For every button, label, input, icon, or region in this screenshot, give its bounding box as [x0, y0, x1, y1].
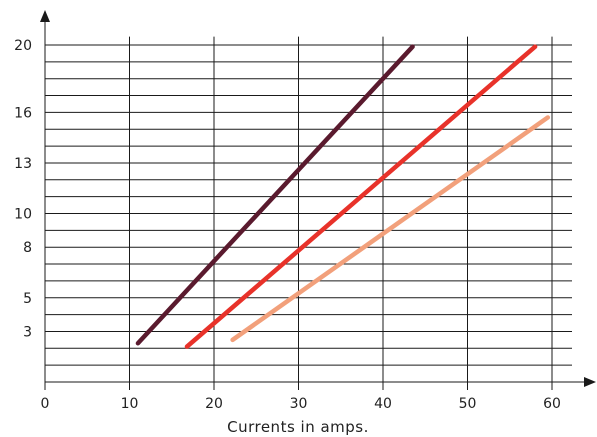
x-tick-label: 50 — [459, 396, 477, 412]
y-tick-label: 20 — [14, 38, 32, 54]
x-axis-arrow-icon — [584, 377, 596, 387]
axes — [40, 10, 596, 390]
x-tick-label: 40 — [374, 396, 392, 412]
y-axis-arrow-icon — [40, 10, 50, 22]
y-tick-label: 10 — [14, 207, 32, 223]
series-group — [135, 44, 551, 349]
grid — [45, 36, 572, 390]
y-tick-label: 8 — [23, 240, 32, 256]
y-tick-label: 16 — [14, 105, 32, 121]
series-line-2 — [184, 44, 538, 349]
y-tick-labels: 3 5 8 10 13 16 20 — [14, 38, 32, 340]
x-tick-label: 30 — [290, 396, 308, 412]
y-tick-label: 13 — [14, 156, 32, 172]
x-tick-label: 60 — [543, 396, 561, 412]
x-axis-title: Currents in amps. — [227, 418, 369, 436]
x-tick-label: 10 — [121, 396, 139, 412]
y-tick-label: 3 — [23, 324, 32, 340]
series-line-1 — [135, 44, 415, 346]
x-tick-label: 20 — [205, 396, 223, 412]
y-tick-label: 5 — [23, 291, 32, 307]
x-tick-labels: 0 10 20 30 40 50 60 — [41, 396, 561, 412]
series-line-3 — [230, 115, 551, 343]
x-tick-label: 0 — [41, 396, 50, 412]
